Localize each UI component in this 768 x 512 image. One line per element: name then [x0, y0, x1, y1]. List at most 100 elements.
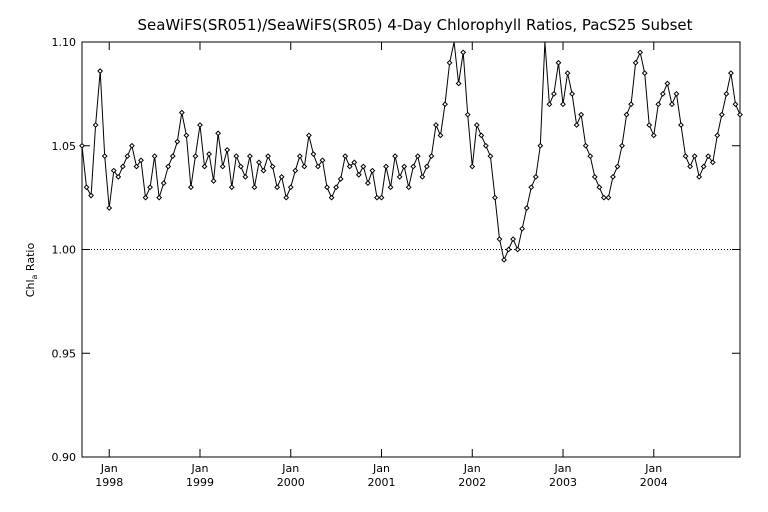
data-point — [473, 122, 480, 128]
data-point — [324, 184, 330, 191]
chart-title: SeaWiFS(SR051)/SeaWiFS(SR05) 4-Day Chlor… — [137, 16, 692, 34]
data-point — [510, 236, 517, 243]
data-point — [600, 194, 607, 201]
data-point — [383, 163, 389, 170]
data-point — [101, 153, 108, 160]
data-point — [242, 173, 249, 180]
y-tick-label: 0.95 — [52, 347, 77, 360]
y-axis-label-main: Chl — [24, 279, 37, 297]
data-point — [315, 163, 321, 170]
data-point — [119, 163, 126, 170]
data-point — [265, 153, 271, 160]
data-point — [705, 153, 712, 160]
data-point — [619, 142, 625, 149]
data-point — [378, 194, 385, 201]
data-point — [206, 151, 212, 157]
data-point — [364, 180, 371, 187]
y-tick-label: 1.10 — [52, 36, 77, 49]
data-point — [709, 159, 716, 166]
data-point — [596, 184, 603, 191]
data-point — [560, 101, 566, 108]
data-point — [591, 173, 598, 180]
data-point — [283, 194, 290, 201]
data-point — [274, 184, 281, 191]
data-point — [342, 153, 349, 160]
data-point — [165, 163, 172, 170]
data-point — [387, 184, 394, 191]
data-point — [582, 142, 589, 149]
data-point — [673, 90, 680, 97]
data-point — [401, 163, 408, 170]
data-point — [346, 163, 353, 170]
data-point — [569, 90, 576, 97]
data-point — [360, 163, 367, 170]
data-point — [251, 184, 258, 191]
x-tick-label-year: 1998 — [95, 476, 123, 489]
data-point — [628, 101, 634, 108]
data-point — [414, 153, 421, 160]
data-point — [110, 167, 117, 174]
data-point — [532, 173, 539, 180]
series-points — [79, 49, 743, 263]
data-point — [228, 184, 235, 191]
x-tick-label-year: 2001 — [368, 476, 396, 489]
data-point — [374, 194, 380, 201]
data-point — [678, 122, 684, 128]
x-tick-label-year: 2003 — [549, 476, 577, 489]
data-point — [246, 153, 253, 160]
data-point — [714, 132, 721, 139]
data-point — [691, 153, 698, 160]
data-point — [442, 101, 448, 108]
data-point — [233, 153, 240, 160]
data-point — [151, 153, 158, 160]
data-point — [405, 184, 412, 191]
data-point — [437, 132, 444, 139]
data-point — [669, 101, 675, 108]
data-point — [115, 173, 122, 180]
x-tick-label-year: 2002 — [458, 476, 486, 489]
x-tick-label-year: 2000 — [277, 476, 305, 489]
x-tick-label-month: Jan — [100, 462, 118, 475]
data-point — [687, 163, 693, 170]
data-point — [555, 59, 562, 66]
data-point — [351, 159, 358, 166]
data-point — [237, 163, 244, 170]
data-point — [728, 70, 734, 77]
y-tick-label: 1.05 — [52, 140, 77, 153]
data-point — [587, 153, 594, 160]
data-point — [124, 153, 131, 160]
x-tick-label-year: 2004 — [640, 476, 668, 489]
data-point — [610, 173, 616, 180]
data-point — [392, 153, 399, 160]
x-tick-label-month: Jan — [554, 462, 572, 475]
plot-frame — [81, 41, 741, 458]
data-point — [133, 163, 140, 170]
data-point — [333, 184, 340, 191]
data-point — [92, 122, 99, 128]
x-tick-label-month: Jan — [191, 462, 209, 475]
y-axis-label-subscript: a — [30, 274, 39, 279]
data-point — [174, 138, 181, 145]
series-line — [81, 41, 741, 262]
data-point — [682, 153, 689, 160]
data-point — [632, 59, 639, 66]
data-point — [482, 142, 489, 149]
data-point — [446, 59, 453, 66]
data-point — [160, 180, 167, 187]
data-point — [396, 173, 403, 180]
x-tick-label-month: Jan — [372, 462, 390, 475]
data-point — [578, 111, 585, 118]
data-point — [423, 163, 430, 170]
data-point — [546, 101, 553, 108]
data-point — [328, 194, 335, 201]
data-point — [224, 146, 231, 153]
data-point — [292, 167, 299, 174]
data-point — [469, 163, 476, 170]
data-point — [369, 167, 376, 174]
x-tick-label-month: Jan — [281, 462, 299, 475]
data-point — [129, 142, 135, 149]
data-point — [614, 163, 621, 170]
data-point — [278, 173, 285, 180]
data-point — [215, 130, 222, 137]
